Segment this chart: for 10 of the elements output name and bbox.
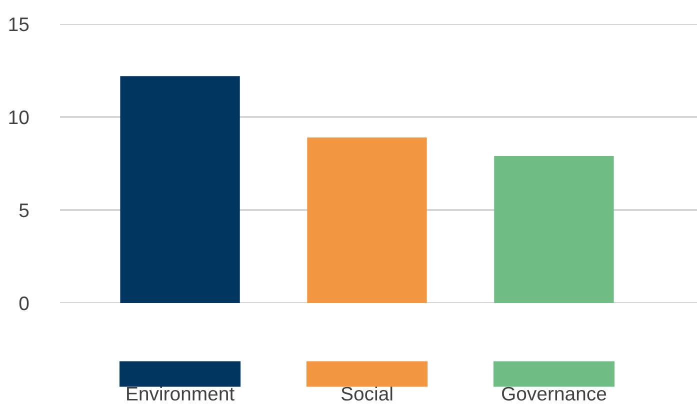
x-tick-label: Social (341, 386, 392, 401)
y-tick-label: 15 (9, 18, 29, 32)
bar (494, 156, 614, 303)
y-tick-label: 0 (19, 296, 29, 310)
bar (120, 76, 240, 303)
x-tick-label: Environment (127, 386, 234, 401)
x-tick-label: Governance (502, 386, 606, 401)
y-tick-label: 10 (9, 110, 29, 124)
y-tick-label: 5 (19, 204, 29, 218)
bar (307, 137, 427, 303)
